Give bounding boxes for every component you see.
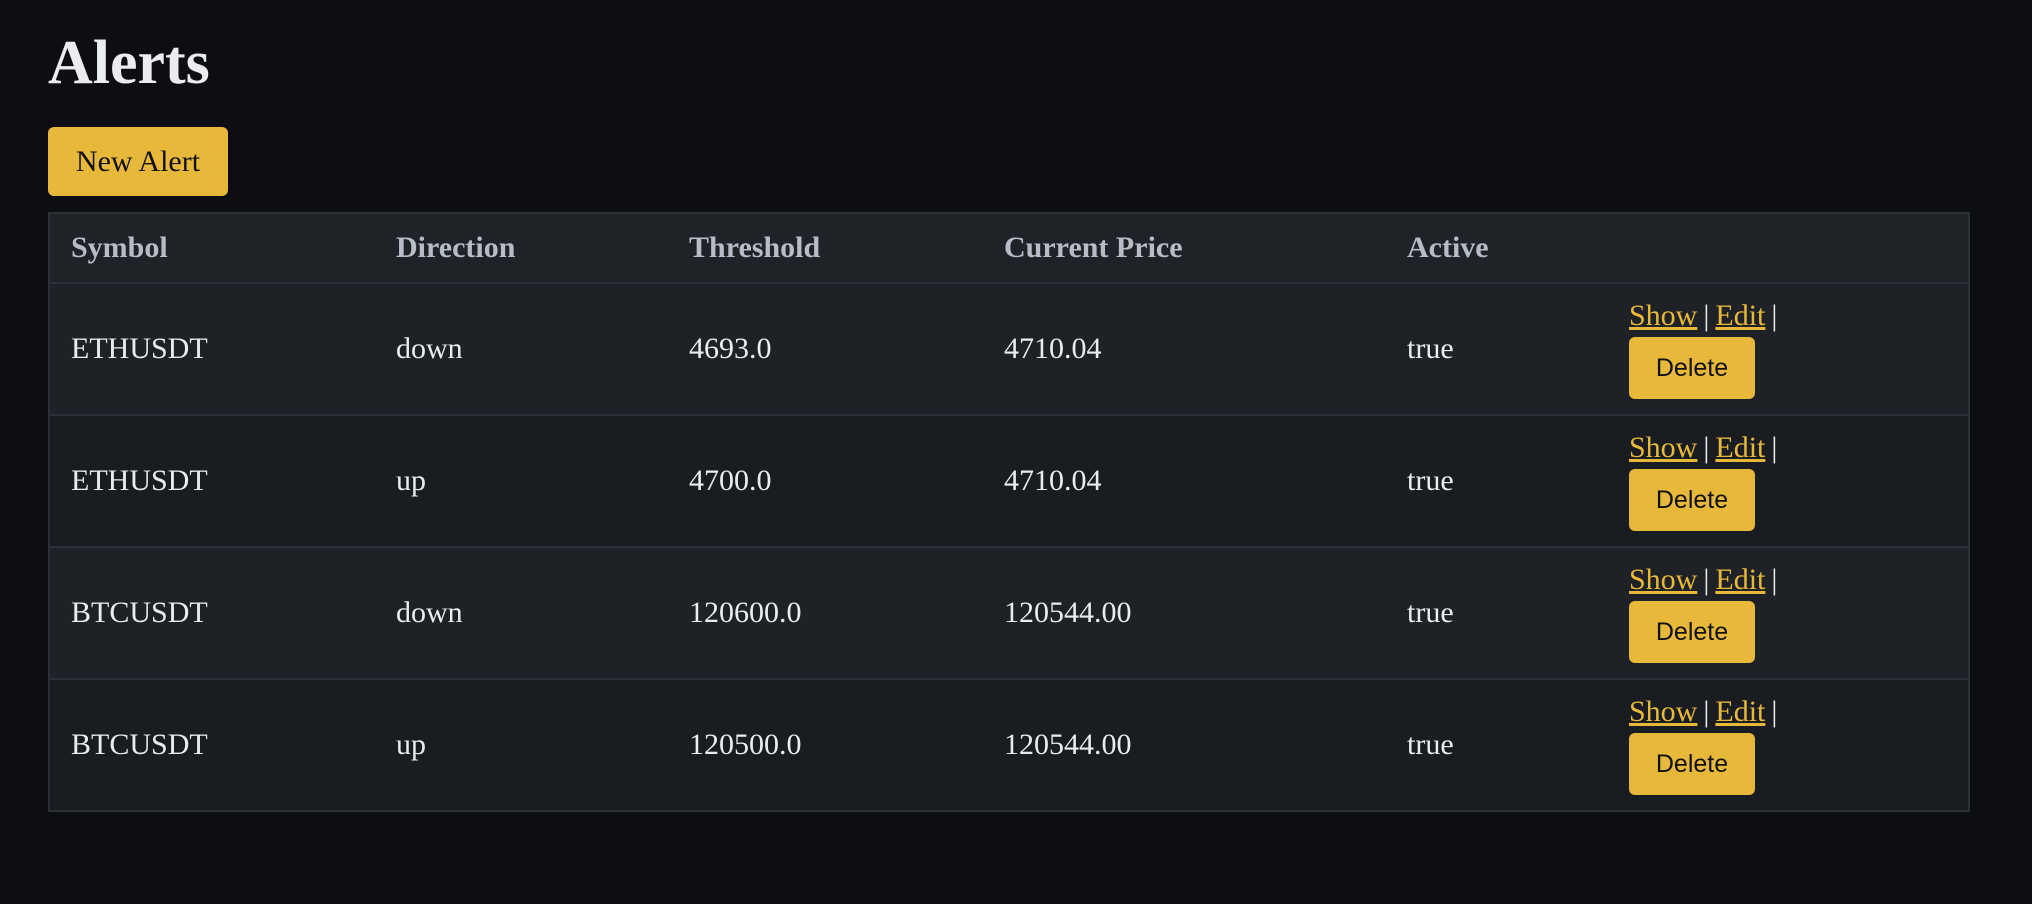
edit-link[interactable]: Edit [1715,299,1766,332]
cell-actions: Show | Edit | Delete [1608,547,1969,680]
cell-direction: down [375,547,668,680]
cell-direction: up [375,415,668,548]
cell-actions: Show | Edit | Delete [1608,679,1969,811]
cell-actions: Show | Edit | Delete [1608,283,1969,416]
column-header-actions [1608,213,1969,284]
table-body: ETHUSDT down 4693.0 4710.04 true Show | Ed… [49,283,1969,811]
separator: | [1771,695,1778,728]
page-title: Alerts [48,29,210,97]
cell-actions: Show | Edit | Delete [1608,415,1969,548]
cell-current-price: 120544.00 [983,679,1386,811]
cell-threshold: 4693.0 [668,283,983,416]
alerts-table: Symbol Direction Threshold Current Price… [48,212,1970,812]
column-header-direction: Direction [375,213,668,284]
separator: | [1771,299,1778,332]
delete-button[interactable]: Delete [1629,469,1755,531]
cell-direction: down [375,283,668,416]
show-link[interactable]: Show [1629,695,1698,728]
cell-active: true [1386,547,1608,680]
separator: | [1703,431,1710,464]
column-header-active: Active [1386,213,1608,284]
separator: | [1771,563,1778,596]
header-row: Symbol Direction Threshold Current Price… [49,213,1969,284]
delete-button[interactable]: Delete [1629,601,1755,663]
cell-current-price: 4710.04 [983,415,1386,548]
table-row: ETHUSDT down 4693.0 4710.04 true Show | Ed… [49,283,1969,416]
cell-symbol: ETHUSDT [49,283,375,416]
table-header: Symbol Direction Threshold Current Price… [49,213,1969,284]
cell-active: true [1386,415,1608,548]
cell-direction: up [375,679,668,811]
cell-current-price: 120544.00 [983,547,1386,680]
separator: | [1703,563,1710,596]
show-link[interactable]: Show [1629,431,1698,464]
new-alert-button[interactable]: New Alert [48,127,228,196]
delete-button[interactable]: Delete [1629,733,1755,795]
column-header-symbol: Symbol [49,213,375,284]
show-link[interactable]: Show [1629,299,1698,332]
table-row: BTCUSDT down 120600.0 120544.00 true Sho… [49,547,1969,680]
separator: | [1771,431,1778,464]
cell-symbol: BTCUSDT [49,679,375,811]
cell-active: true [1386,679,1608,811]
cell-threshold: 120600.0 [668,547,983,680]
cell-active: true [1386,283,1608,416]
table-row: BTCUSDT up 120500.0 120544.00 true Show |… [49,679,1969,811]
delete-button[interactable]: Delete [1629,337,1755,399]
cell-threshold: 4700.0 [668,415,983,548]
cell-current-price: 4710.04 [983,283,1386,416]
column-header-threshold: Threshold [668,213,983,284]
cell-threshold: 120500.0 [668,679,983,811]
edit-link[interactable]: Edit [1715,695,1766,728]
show-link[interactable]: Show [1629,563,1698,596]
cell-symbol: ETHUSDT [49,415,375,548]
edit-link[interactable]: Edit [1715,431,1766,464]
column-header-current-price: Current Price [983,213,1386,284]
separator: | [1703,695,1710,728]
edit-link[interactable]: Edit [1715,563,1766,596]
separator: | [1703,299,1710,332]
cell-symbol: BTCUSDT [49,547,375,680]
table-row: ETHUSDT up 4700.0 4710.04 true Show | Edit… [49,415,1969,548]
